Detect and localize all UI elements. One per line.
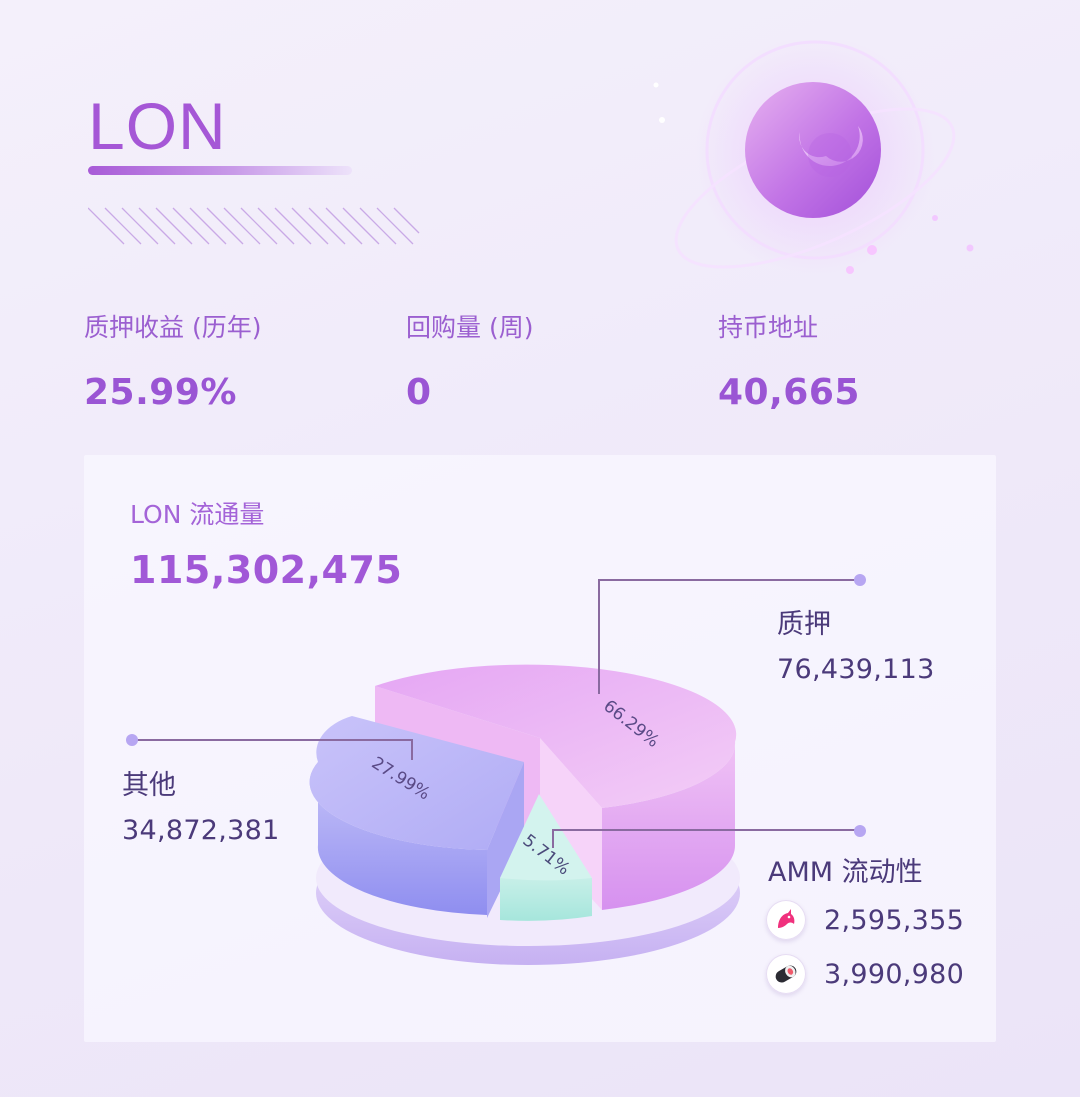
stat-value: 40,665 [718, 372, 860, 413]
unicorn-icon [766, 900, 806, 940]
stat-value: 25.99% [84, 372, 237, 413]
hatch-decoration [88, 207, 420, 245]
amm-uniswap-value: 2,595,355 [824, 904, 965, 936]
pie-slice-other [309, 716, 524, 918]
legend-staking-name: 质押 [777, 609, 831, 640]
stat-buyback: 回购量 (周) 0 [406, 308, 533, 418]
stat-value: 0 [406, 372, 432, 413]
stat-label: 持币地址 [718, 313, 819, 342]
sushi-icon [766, 954, 806, 994]
legend-other-name: 其他 [122, 770, 176, 801]
stat-label: 回购量 (周) [406, 313, 534, 342]
amm-sushi-value: 3,990,980 [824, 958, 965, 990]
amm-source-uniswap: 2,595,355 [766, 900, 964, 940]
legend-other-amount: 34,872,381 [122, 815, 280, 846]
circulation-value: 115,302,475 [130, 548, 403, 592]
pie-slice-amm [500, 794, 592, 921]
stat-holders: 持币地址 40,665 [718, 308, 860, 418]
legend-staking-amount: 76,439,113 [777, 654, 935, 685]
stat-staking-yield: 质押收益 (历年) 25.99% [84, 308, 261, 418]
title-underline [88, 166, 352, 175]
circulation-label: LON 流通量 [130, 500, 265, 529]
lon-logo-icon [653, 40, 974, 275]
amm-source-sushi: 3,990,980 [766, 954, 964, 994]
leader-dot [126, 734, 138, 746]
stat-label: 质押收益 (历年) [84, 313, 262, 342]
leader-lines [132, 579, 860, 848]
leader-dot [854, 574, 866, 586]
legend-amm-name: AMM 流动性 [768, 857, 923, 888]
leader-dot [854, 825, 866, 837]
page-title: LON [88, 89, 227, 163]
